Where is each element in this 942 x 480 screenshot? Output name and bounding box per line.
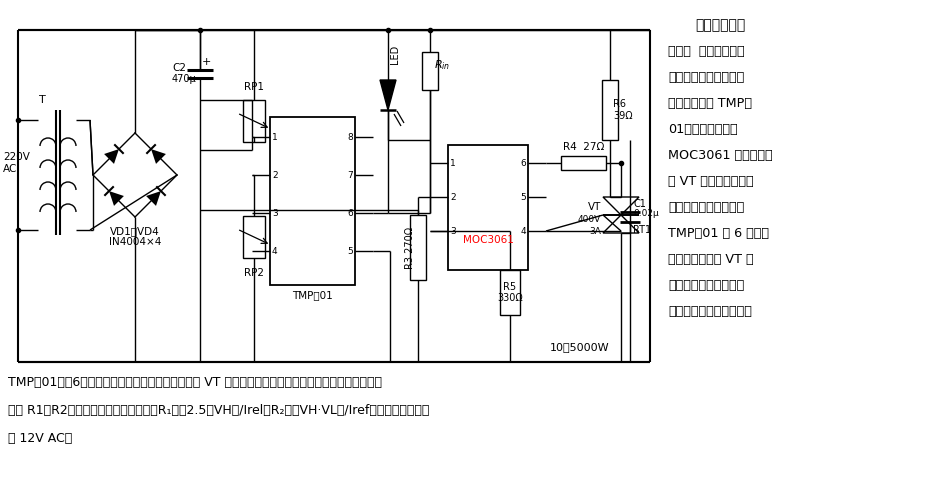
Bar <box>410 215 426 280</box>
Text: R4  27Ω: R4 27Ω <box>562 142 604 152</box>
Text: C1: C1 <box>633 199 646 209</box>
Text: 智能恒温控制: 智能恒温控制 <box>695 18 745 32</box>
Polygon shape <box>109 191 124 206</box>
Text: +: + <box>202 57 211 67</box>
Text: 4: 4 <box>520 227 526 236</box>
Polygon shape <box>105 149 119 164</box>
Text: TMP－01的脚6输出由高电平变为低电平，则可控硅 VT 截止，加热器停止加热。如此反复，自动控温。: TMP－01的脚6输出由高电平变为低电平，则可控硅 VT 截止，加热器停止加热。… <box>8 376 382 389</box>
Text: 2: 2 <box>272 170 278 180</box>
Text: 子温度传感器与控制器: 子温度传感器与控制器 <box>668 71 744 84</box>
Text: TMP－01: TMP－01 <box>292 290 333 300</box>
Text: 01、光电耦合器件: 01、光电耦合器件 <box>668 123 738 136</box>
Text: 6: 6 <box>520 158 526 168</box>
Polygon shape <box>151 149 166 164</box>
Text: RP2: RP2 <box>244 268 264 278</box>
Polygon shape <box>380 80 396 110</box>
Text: 3: 3 <box>272 208 278 217</box>
Bar <box>448 145 528 270</box>
Text: 4: 4 <box>272 247 278 255</box>
Text: 3: 3 <box>450 227 456 236</box>
Text: 8: 8 <box>348 132 353 142</box>
Text: 1: 1 <box>272 132 278 142</box>
Text: 6: 6 <box>348 208 353 217</box>
Text: 一体化的芯片 TMP－: 一体化的芯片 TMP－ <box>668 97 752 110</box>
Text: 7: 7 <box>348 170 353 180</box>
Text: TMP－01 脚 6 输出高: TMP－01 脚 6 输出高 <box>668 227 769 240</box>
Text: 1: 1 <box>450 158 456 168</box>
Text: VD1～VD4: VD1～VD4 <box>110 226 160 236</box>
Text: IN4004×4: IN4004×4 <box>109 237 161 247</box>
Text: RP1: RP1 <box>244 82 264 92</box>
Bar <box>243 216 265 258</box>
Text: LED: LED <box>390 45 400 64</box>
Text: $R_{in}$: $R_{in}$ <box>434 58 450 72</box>
Text: 10～5000W: 10～5000W <box>550 342 609 352</box>
Text: 470μ: 470μ <box>172 74 197 84</box>
Bar <box>500 270 520 315</box>
Polygon shape <box>146 191 161 206</box>
Text: MOC3061 和双向可控: MOC3061 和双向可控 <box>668 149 772 162</box>
Bar <box>602 80 618 140</box>
Bar <box>561 156 606 170</box>
Text: 电平，光耦触发 VT 导: 电平，光耦触发 VT 导 <box>668 253 754 266</box>
Text: VT: VT <box>588 202 601 212</box>
Text: MOC3061: MOC3061 <box>463 235 513 245</box>
Bar <box>422 52 438 90</box>
Bar <box>270 117 355 285</box>
Text: 5: 5 <box>520 192 526 202</box>
Text: 为 12V AC。: 为 12V AC。 <box>8 432 73 445</box>
Text: 0.02μ: 0.02μ <box>633 209 658 218</box>
Text: 温度低于设定温度时，: 温度低于设定温度时， <box>668 201 744 214</box>
Text: 度上升到设定温度值时，: 度上升到设定温度值时， <box>668 305 752 318</box>
Bar <box>243 100 265 142</box>
Text: R5
330Ω: R5 330Ω <box>497 282 523 303</box>
Text: RT1: RT1 <box>633 225 651 235</box>
Text: R3 270Ω: R3 270Ω <box>405 227 415 269</box>
Text: 2: 2 <box>450 192 456 202</box>
Text: 5: 5 <box>348 247 353 255</box>
Text: R6
39Ω: R6 39Ω <box>613 99 633 121</box>
Text: 硅 VT 等组成。当环境: 硅 VT 等组成。当环境 <box>668 175 754 188</box>
Text: 器电路  电路主要由电: 器电路 电路主要由电 <box>668 45 744 58</box>
Text: 400V: 400V <box>577 216 601 225</box>
Text: T: T <box>39 95 45 105</box>
Text: 图中 R1、R2可用以设置恒温高低温度。R₁＝（2.5－VH）/Irel，R₂＝（VH·VL）/Iref。变压器次级电压: 图中 R1、R2可用以设置恒温高低温度。R₁＝（2.5－VH）/Irel，R₂＝… <box>8 404 430 417</box>
Text: 220V
AC: 220V AC <box>3 152 30 174</box>
Text: 3A: 3A <box>589 228 601 237</box>
Text: 通，加热器加温。当温: 通，加热器加温。当温 <box>668 279 744 292</box>
Text: C2: C2 <box>172 63 186 73</box>
